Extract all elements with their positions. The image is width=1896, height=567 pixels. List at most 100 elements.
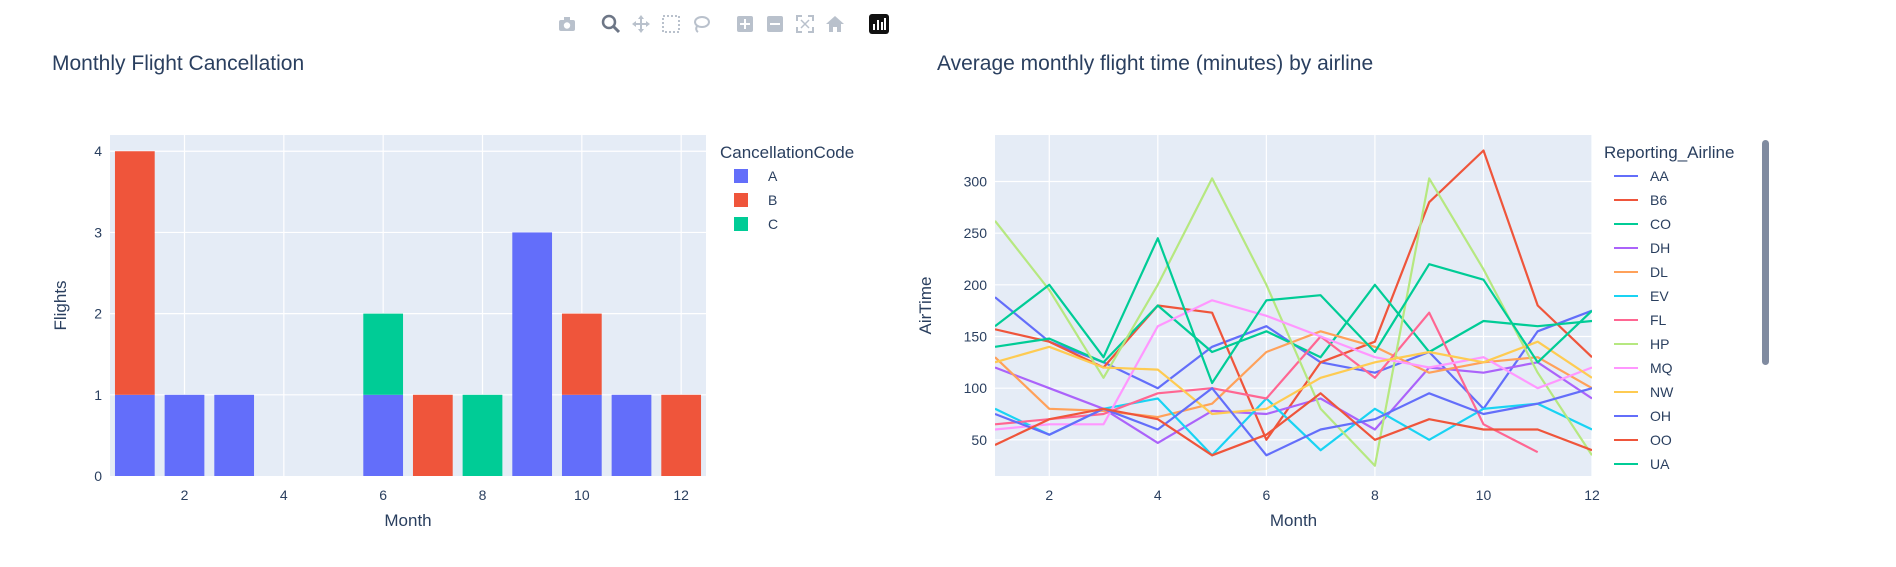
legend-label: OH <box>1650 408 1671 424</box>
legend-title-cancellation: CancellationCode <box>720 143 855 162</box>
plotly-logo-icon[interactable] <box>867 12 891 36</box>
plot-area-cancellation <box>110 135 706 476</box>
reset-axes-icon[interactable] <box>823 12 847 36</box>
line-NW <box>995 340 1592 416</box>
legend-label: B6 <box>1650 192 1668 208</box>
legend-title-airline: Reporting_Airline <box>1604 143 1735 162</box>
legend-label: UA <box>1650 456 1670 472</box>
legend-item-A[interactable]: A <box>734 168 777 184</box>
y-tick-label: 100 <box>964 380 988 396</box>
y-tick-label: 4 <box>94 143 102 159</box>
legend-swatch <box>1614 391 1638 393</box>
legend-swatch <box>1614 295 1638 297</box>
line-FL <box>995 311 1539 454</box>
legend-swatch <box>1614 319 1638 321</box>
legend-swatch <box>1614 247 1638 249</box>
bar-A-month-11 <box>611 394 652 476</box>
x-tick-label: 10 <box>574 487 590 503</box>
legend-item-UA[interactable]: UA <box>1614 456 1669 472</box>
legend-item-HP[interactable]: HP <box>1614 336 1669 352</box>
legend-swatch <box>1614 343 1638 345</box>
legend-swatch <box>734 169 748 183</box>
y-tick-label: 1 <box>94 387 102 403</box>
legend-label: MQ <box>1650 360 1673 376</box>
legend-scrollbar[interactable] <box>1762 140 1769 365</box>
legend-item-B[interactable]: B <box>734 192 777 208</box>
x-tick-label: 2 <box>181 487 189 503</box>
legend-item-CO[interactable]: CO <box>1614 216 1671 232</box>
legend-label: NW <box>1650 384 1674 400</box>
zoom-icon[interactable] <box>599 12 623 36</box>
y-tick-label: 50 <box>971 432 987 448</box>
modebar <box>555 10 897 38</box>
legend-item-EV[interactable]: EV <box>1614 288 1669 304</box>
x-axis-label: Month <box>1270 511 1317 530</box>
autoscale-icon[interactable] <box>793 12 817 36</box>
legend-item-C[interactable]: C <box>734 216 778 232</box>
bar-B-month-1 <box>114 151 155 395</box>
legend-item-DH[interactable]: DH <box>1614 240 1670 256</box>
legend-label: FL <box>1650 312 1667 328</box>
legend-item-NW[interactable]: NW <box>1614 384 1673 400</box>
box-select-icon[interactable] <box>659 12 683 36</box>
x-tick-label: 12 <box>673 487 689 503</box>
legend-item-B6[interactable]: B6 <box>1614 192 1667 208</box>
y-tick-label: 150 <box>964 329 988 345</box>
x-tick-label: 10 <box>1476 487 1492 503</box>
legend-item-OH[interactable]: OH <box>1614 408 1671 424</box>
legend-item-OO[interactable]: OO <box>1614 432 1672 448</box>
y-axis-label: AirTime <box>916 277 935 335</box>
legend-label: HP <box>1650 336 1670 352</box>
legend-label: EV <box>1650 288 1669 304</box>
legend-swatch <box>1614 199 1638 201</box>
x-axis-label: Month <box>384 511 431 530</box>
legend-label: DL <box>1650 264 1668 280</box>
legend-swatch <box>1614 463 1638 465</box>
legend-swatch <box>1614 367 1638 369</box>
y-axis-label: Flights <box>51 280 70 330</box>
line-OH <box>995 387 1592 457</box>
bar-C-month-8 <box>462 394 503 476</box>
bar-A-month-10 <box>561 394 602 476</box>
zoom-out-icon[interactable] <box>763 12 787 36</box>
x-tick-label: 8 <box>479 487 487 503</box>
x-tick-label: 4 <box>1154 487 1162 503</box>
bar-B-month-7 <box>412 394 453 476</box>
legend-label: AA <box>1650 168 1669 184</box>
bar-A-month-3 <box>214 394 255 476</box>
x-tick-label: 6 <box>1262 487 1270 503</box>
legend-label: B <box>768 192 778 208</box>
legend-item-FL[interactable]: FL <box>1614 312 1666 328</box>
pan-icon[interactable] <box>629 12 653 36</box>
legend-item-AA[interactable]: AA <box>1614 168 1669 184</box>
bar-A-month-1 <box>114 394 155 476</box>
x-tick-label: 2 <box>1045 487 1053 503</box>
bar-B-month-10 <box>561 313 602 395</box>
camera-icon[interactable] <box>555 12 579 36</box>
legend-label: A <box>768 168 778 184</box>
legend-item-MQ[interactable]: MQ <box>1614 360 1673 376</box>
line-series-group <box>995 149 1592 467</box>
legend-swatch <box>734 193 748 207</box>
chart-title-airtime: Average monthly flight time (minutes) by… <box>937 52 1374 75</box>
line-MQ <box>995 299 1592 431</box>
bar-A-month-2 <box>164 394 205 476</box>
legend-swatch <box>1614 415 1638 417</box>
zoom-in-icon[interactable] <box>733 12 757 36</box>
legend-item-DL[interactable]: DL <box>1614 264 1668 280</box>
legend-swatch <box>734 217 748 231</box>
chart-title-cancellation: Monthly Flight Cancellation <box>52 52 305 75</box>
bar-C-month-6 <box>363 313 404 395</box>
y-tick-label: 200 <box>964 277 988 293</box>
x-tick-label: 4 <box>280 487 288 503</box>
bar-A-month-9 <box>512 232 553 476</box>
legend-label: C <box>768 216 779 232</box>
line-UA <box>995 237 1592 385</box>
y-tick-label: 250 <box>964 225 988 241</box>
lasso-icon[interactable] <box>689 12 713 36</box>
line-DH <box>995 361 1592 444</box>
y-tick-label: 3 <box>94 224 102 240</box>
plot-area-airtime <box>995 135 1592 476</box>
legend-swatch <box>1614 271 1638 273</box>
